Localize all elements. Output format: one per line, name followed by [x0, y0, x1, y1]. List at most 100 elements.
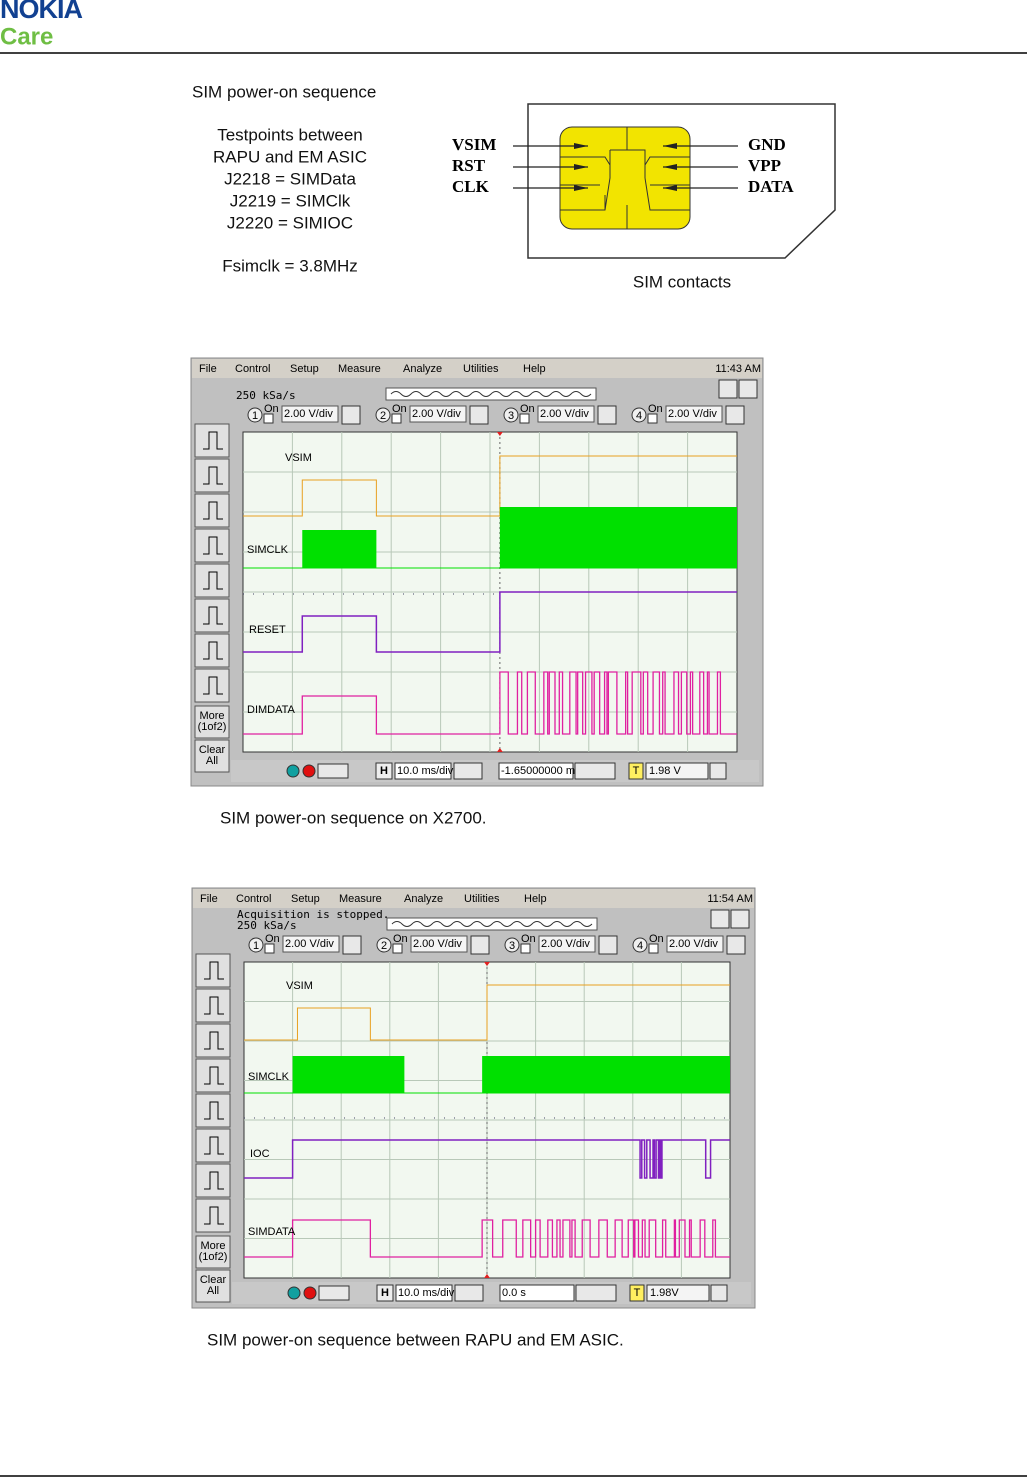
- channel-checkbox[interactable]: [264, 943, 275, 954]
- menu-item[interactable]: Help: [523, 363, 546, 375]
- pin-label: DATA: [748, 177, 794, 196]
- toolbar-button[interactable]: [194, 423, 230, 458]
- toolbar-button[interactable]: [195, 1058, 231, 1093]
- channel-button[interactable]: [469, 405, 489, 425]
- toolbar-icon: [204, 1136, 224, 1155]
- h-label: H: [380, 765, 388, 777]
- channel-button[interactable]: [341, 405, 361, 425]
- pin-arrow: [574, 164, 588, 170]
- channel-button[interactable]: [470, 935, 490, 955]
- toolbar-button[interactable]: [195, 1093, 231, 1128]
- channel-badge: [504, 937, 520, 953]
- clear-button[interactable]: [194, 739, 230, 773]
- channel-scale-box: [665, 405, 723, 423]
- toolbar-button[interactable]: [194, 563, 230, 598]
- pin-arrow: [663, 143, 677, 149]
- toolbar-button[interactable]: [195, 953, 231, 988]
- menu-item[interactable]: Setup: [290, 363, 319, 375]
- toolbar-button[interactable]: [710, 909, 730, 929]
- clear-label: All: [207, 1285, 219, 1297]
- toolbar-button[interactable]: [718, 379, 738, 399]
- channel-on: On: [648, 403, 663, 415]
- trace-label: RESET: [249, 624, 286, 636]
- toolbar-button[interactable]: [194, 598, 230, 633]
- menu-item[interactable]: Utilities: [463, 363, 499, 375]
- toolbar-button[interactable]: [318, 1285, 350, 1301]
- menu-item[interactable]: Help: [524, 893, 547, 905]
- clock: 11:43 AM: [715, 363, 761, 375]
- toolbar-button[interactable]: [195, 988, 231, 1023]
- pin-label: RST: [452, 156, 486, 175]
- channel-number: 3: [508, 410, 514, 422]
- menu-item[interactable]: Control: [236, 893, 271, 905]
- channel-number: 1: [252, 410, 258, 422]
- toolbar-icon: [203, 641, 223, 660]
- toolbar-button[interactable]: [738, 379, 758, 399]
- toolbar-button[interactable]: [574, 762, 616, 780]
- more-button[interactable]: [194, 705, 230, 739]
- menu-item[interactable]: Utilities: [464, 893, 500, 905]
- run-button[interactable]: [286, 764, 300, 778]
- more-button[interactable]: [195, 1235, 231, 1269]
- toolbar-icon: [203, 606, 223, 625]
- timebase-box: [395, 1284, 453, 1302]
- menu-item[interactable]: Setup: [291, 893, 320, 905]
- menu-item[interactable]: Control: [235, 363, 270, 375]
- channel-checkbox[interactable]: [647, 413, 658, 424]
- spin-button[interactable]: [710, 1284, 728, 1302]
- channel-button[interactable]: [725, 405, 745, 425]
- toolbar-button[interactable]: [194, 528, 230, 563]
- stop-button[interactable]: [302, 764, 316, 778]
- toolbar-button[interactable]: [195, 1128, 231, 1163]
- toolbar-icon: [203, 431, 223, 450]
- trace-label: DIMDATA: [247, 704, 296, 716]
- channel-button[interactable]: [342, 935, 362, 955]
- menu-item[interactable]: Measure: [338, 363, 381, 375]
- menu-item[interactable]: Measure: [339, 893, 382, 905]
- stop-button[interactable]: [303, 1286, 317, 1300]
- pin-label: CLK: [452, 177, 490, 196]
- run-button[interactable]: [287, 1286, 301, 1300]
- channel-checkbox[interactable]: [392, 943, 403, 954]
- channel-checkbox[interactable]: [391, 413, 402, 424]
- toolbar-icon: [204, 1171, 224, 1190]
- toolbar-button[interactable]: [194, 458, 230, 493]
- channel-button[interactable]: [726, 935, 746, 955]
- h-box: [375, 762, 393, 780]
- channel-checkbox[interactable]: [648, 943, 659, 954]
- channel-checkbox[interactable]: [263, 413, 274, 424]
- toolbar-icon: [203, 536, 223, 555]
- toolbar-button[interactable]: [195, 1198, 231, 1233]
- channel-scale: 2.00 V/div: [285, 938, 334, 950]
- toolbar-button[interactable]: [453, 762, 483, 780]
- channel-button[interactable]: [597, 405, 617, 425]
- channel-checkbox[interactable]: [519, 413, 530, 424]
- menu-item[interactable]: File: [199, 363, 217, 375]
- trace: [244, 1139, 730, 1179]
- spin-button[interactable]: [709, 762, 727, 780]
- t-box: [628, 762, 644, 780]
- menu-item[interactable]: Analyze: [404, 893, 443, 905]
- channel-checkbox[interactable]: [520, 943, 531, 954]
- channel-on: On: [649, 933, 664, 945]
- waveform-area: VSIM SIMCLK RESET DIMDATA: [243, 432, 737, 752]
- clear-button[interactable]: [195, 1269, 231, 1303]
- channel-button[interactable]: [598, 935, 618, 955]
- toolbar-button[interactable]: [195, 1163, 231, 1198]
- menu-item[interactable]: Analyze: [403, 363, 442, 375]
- pin-label: GND: [748, 135, 786, 154]
- note-line: J2220 = SIMIOC: [227, 213, 353, 232]
- toolbar-button[interactable]: [317, 763, 349, 779]
- toolbar-button[interactable]: [454, 1284, 484, 1302]
- t-box: [629, 1284, 645, 1302]
- menu-item[interactable]: File: [200, 893, 218, 905]
- toolbar-icon: [204, 1101, 224, 1120]
- toolbar-button[interactable]: [194, 633, 230, 668]
- channel-on: On: [520, 403, 535, 415]
- toolbar-button[interactable]: [195, 1023, 231, 1058]
- toolbar-button[interactable]: [194, 668, 230, 703]
- toolbar-button[interactable]: [194, 493, 230, 528]
- trace: [243, 455, 737, 517]
- toolbar-button[interactable]: [730, 909, 750, 929]
- toolbar-button[interactable]: [575, 1284, 617, 1302]
